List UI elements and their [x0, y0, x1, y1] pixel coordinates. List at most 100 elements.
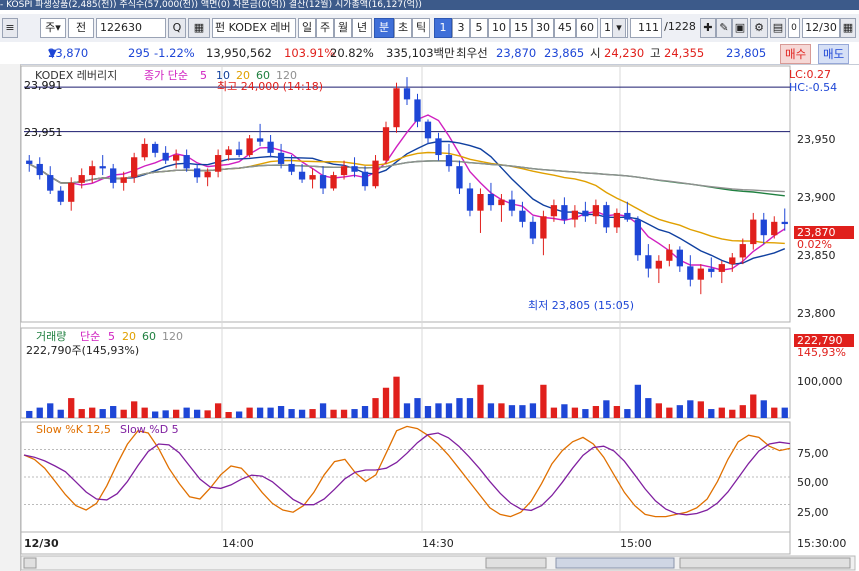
vol-ma-20-label: 20 — [122, 330, 136, 343]
help-icon[interactable]: ▤ — [770, 18, 786, 38]
candle — [393, 88, 400, 128]
last-price: 23,805 — [726, 46, 767, 60]
candle — [131, 157, 138, 178]
zoom-buttons[interactable] — [679, 557, 851, 569]
volume-bar — [68, 398, 75, 418]
total-count: /1228 — [664, 20, 696, 33]
scrollbar[interactable] — [20, 555, 856, 571]
period-year[interactable]: 년 — [352, 18, 372, 38]
volume-bar — [99, 409, 106, 418]
vol-ma-120-label: 120 — [162, 330, 183, 343]
candle — [603, 205, 610, 228]
draw-icon[interactable]: ✎ — [716, 18, 732, 38]
volume-bar — [414, 398, 421, 418]
interval-3[interactable]: 3 — [452, 18, 470, 38]
interval-5[interactable]: 5 — [470, 18, 488, 38]
hc-label: HC:-0.54 — [789, 81, 837, 94]
interval-15[interactable]: 15 — [510, 18, 532, 38]
volume-bar — [456, 398, 463, 418]
x-axis-frame — [20, 531, 791, 555]
volume-bar — [498, 403, 505, 418]
candle — [582, 210, 589, 217]
stock-name-label: KODEX 레버 — [228, 21, 291, 34]
candle — [676, 249, 683, 267]
panel-frame-1 — [20, 327, 791, 419]
volume-bar — [152, 411, 159, 418]
volume-ratio: 103.91% — [284, 46, 336, 60]
y-tick-23850: 23,850 — [797, 249, 836, 262]
interval-45[interactable]: 45 — [554, 18, 576, 38]
chevron-down-icon[interactable]: ▾ — [612, 18, 626, 38]
x-tick-1530: 15:30:00 — [797, 537, 846, 550]
ma-5-label: 5 — [200, 69, 207, 82]
period-tick[interactable]: 틱 — [412, 18, 430, 38]
period-minute[interactable]: 분 — [374, 18, 394, 38]
volume-bar — [424, 406, 432, 418]
volume-bar — [655, 403, 662, 418]
candle — [36, 163, 43, 176]
market-select-label: 주 — [45, 21, 56, 34]
indicator-icon[interactable]: ✚ — [700, 18, 716, 38]
calendar-icon[interactable]: ▦ — [840, 18, 856, 38]
period-day[interactable]: 일 — [298, 18, 316, 38]
candle — [78, 175, 85, 183]
volume-bar — [89, 407, 96, 418]
scroll-left-icon[interactable] — [23, 557, 37, 569]
vol-y-tick-100000: 100,000 — [797, 375, 843, 388]
code-input[interactable]: 122630 — [96, 18, 166, 38]
count-input[interactable]: 111 — [630, 18, 662, 38]
interval-1[interactable]: 1 — [434, 18, 452, 38]
current-pct-tag: 0.02% — [797, 238, 832, 251]
stoch-y-tick-25: 25,00 — [797, 506, 829, 519]
save-icon[interactable]: ▣ — [732, 18, 748, 38]
interval-10[interactable]: 10 — [488, 18, 510, 38]
title-bar: - KOSPI 파생상품(2,485(천)) 주식수(57,000(천)) 액면… — [0, 0, 859, 10]
sell-button[interactable]: 매도 — [818, 44, 850, 64]
period-month[interactable]: 월 — [334, 18, 352, 38]
chart-icon[interactable]: ▦ — [188, 18, 210, 38]
volume-bar — [403, 403, 411, 418]
price-legend-ma: 종가 단순 — [144, 69, 188, 82]
candle — [655, 260, 662, 269]
interval-60[interactable]: 60 — [576, 18, 598, 38]
candle — [183, 155, 190, 169]
interval-30[interactable]: 30 — [532, 18, 554, 38]
search-icon[interactable]: Q — [168, 18, 186, 38]
period-second[interactable]: 초 — [394, 18, 412, 38]
date-input[interactable]: 12/30 — [802, 18, 840, 38]
toolbar: ≡ 주▾ 전 122630 Q ▦ 펀 KODEX 레버 일 주 월 년 분 초… — [0, 14, 859, 42]
candle — [235, 149, 243, 156]
volume-legend-name: 거래량 — [36, 330, 66, 343]
period-week[interactable]: 주 — [316, 18, 334, 38]
candle — [498, 199, 505, 206]
volume-bar — [267, 407, 274, 418]
vol-ma-60-label: 60 — [142, 330, 156, 343]
nav-buttons[interactable] — [485, 557, 547, 569]
all-button[interactable]: 전 — [68, 18, 94, 38]
down-arrow-icon: ▼ — [48, 46, 57, 60]
lc-label: LC:0.27 — [789, 68, 831, 81]
volume-text: 222,790주(145,93%) — [26, 344, 139, 357]
stock-name: 펀 KODEX 레버 — [212, 18, 296, 38]
menu-icon[interactable]: ≡ — [2, 18, 18, 38]
candle — [708, 268, 715, 272]
volume-bar — [435, 403, 442, 418]
date-checkbox[interactable]: 0 — [788, 18, 800, 38]
candle — [298, 171, 306, 180]
candle — [57, 190, 64, 202]
volume-bar — [26, 410, 33, 418]
scroll-thumb[interactable] — [555, 557, 675, 569]
ma-line-120 — [28, 160, 785, 193]
candle — [424, 121, 432, 139]
volume-bar — [760, 400, 767, 418]
buy-button[interactable]: 매수 — [780, 44, 812, 64]
candle — [445, 155, 453, 167]
volume: 13,950,562 — [206, 46, 272, 60]
volume-bar — [718, 407, 725, 418]
candle — [508, 199, 516, 211]
market-select[interactable]: 주▾ — [40, 18, 66, 38]
gear-icon[interactable]: ⚙ — [750, 18, 768, 38]
candle — [487, 194, 495, 206]
candle — [26, 160, 33, 164]
